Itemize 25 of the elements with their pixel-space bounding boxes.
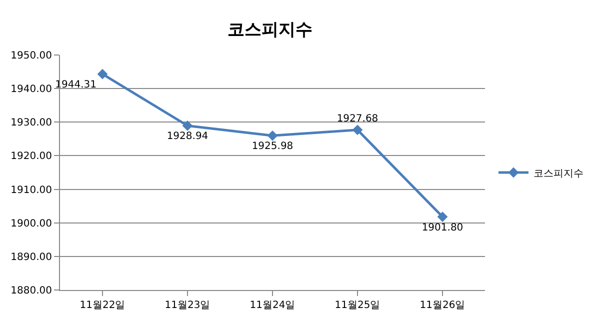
- y-tick-label: 1890.00: [10, 252, 52, 263]
- y-tick-label: 1930.00: [10, 118, 52, 129]
- point: [267, 130, 278, 141]
- x-tick-label: 11월26일: [420, 300, 466, 311]
- data-label: 1901.80: [422, 222, 464, 234]
- x-tick-label: 11월23일: [164, 300, 210, 311]
- data-label: 1925.98: [252, 141, 294, 152]
- point: [352, 124, 363, 136]
- y-tick-label: 1900.00: [10, 218, 52, 230]
- chart-title: 코스피지수: [228, 20, 312, 40]
- data-label: 1928.94: [166, 131, 208, 142]
- point: [182, 120, 193, 131]
- y-tick-label: 1880.00: [10, 286, 52, 296]
- point: [437, 212, 448, 222]
- x-tick-label: 11월25일: [334, 300, 380, 311]
- legend-label: 코스피지수: [534, 168, 584, 180]
- data-label: 1927.68: [336, 113, 378, 124]
- y-tick-label: 1910.00: [10, 184, 52, 196]
- x-tick-label: 11월22일: [80, 300, 126, 311]
- x-tick-label: 11월24일: [250, 300, 296, 311]
- y-tick-label: 1950.00: [10, 50, 52, 62]
- y-tick-label: 1940.00: [10, 84, 52, 96]
- y-tick-label: 1920.00: [10, 151, 52, 162]
- point: [97, 68, 108, 80]
- data-label: 1944.31: [55, 80, 96, 91]
